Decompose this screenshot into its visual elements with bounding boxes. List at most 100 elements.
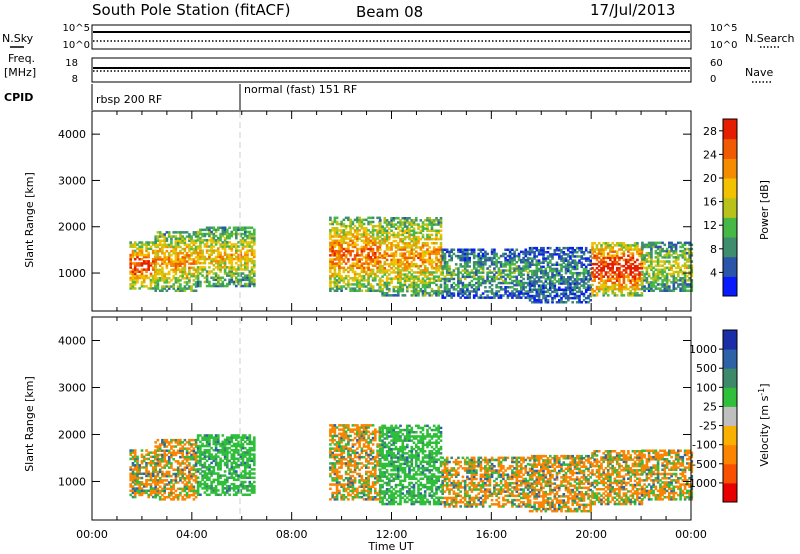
echo-cell — [580, 261, 583, 264]
echo-cell — [129, 278, 132, 282]
echo-cell — [654, 274, 658, 278]
echo-cell — [192, 247, 196, 251]
echo-cell — [140, 285, 144, 288]
echo-cell — [677, 262, 680, 265]
echo-cell — [533, 299, 536, 302]
echo-cell — [142, 489, 146, 492]
echo-cell — [423, 258, 427, 262]
echo-cell — [399, 237, 402, 241]
echo-cell — [190, 443, 193, 446]
echo-cell — [549, 261, 552, 264]
echo-cell — [161, 441, 164, 444]
echo-cell — [520, 275, 523, 279]
echo-cell — [481, 269, 485, 272]
echo-cell — [593, 289, 596, 293]
echo-cell — [562, 265, 566, 269]
echo-cell — [367, 243, 370, 247]
echo-cell — [470, 283, 474, 287]
echo-cell — [466, 256, 469, 260]
echo-cell — [546, 274, 550, 277]
echo-cell — [540, 253, 543, 256]
echo-cell — [435, 256, 438, 260]
echo-cell — [526, 273, 530, 276]
echo-cell — [504, 292, 507, 295]
echo-cell — [172, 247, 175, 251]
echo-cell — [203, 472, 207, 475]
echo-cell — [158, 485, 162, 488]
echo-cell — [421, 279, 425, 282]
echo-cell — [522, 261, 525, 264]
echo-cell — [161, 449, 164, 452]
echo-cell — [531, 259, 534, 262]
echo-cell — [636, 252, 639, 255]
echo-cell — [239, 234, 243, 238]
echo-cell — [589, 278, 592, 281]
echo-cell — [562, 257, 566, 260]
echo-cell — [183, 287, 187, 290]
echo-cell — [131, 481, 135, 484]
echo-cell — [406, 273, 409, 276]
echo-cell — [190, 239, 193, 242]
echo-cell — [435, 252, 438, 255]
echo-cell — [390, 254, 393, 257]
echo-cell — [499, 288, 503, 291]
echo-cell — [388, 235, 391, 239]
echo-cell — [329, 264, 332, 267]
echo-cell — [466, 250, 469, 254]
echo-cell — [531, 294, 534, 298]
echo-cell — [531, 263, 534, 266]
echo-cell — [517, 271, 521, 274]
echo-cell — [421, 244, 425, 247]
echo-cell — [136, 464, 139, 467]
echo-cell — [410, 221, 414, 224]
echo-cell — [544, 267, 548, 271]
echo-cell — [591, 271, 594, 274]
echo-cell — [196, 444, 200, 448]
echo-cell — [338, 254, 341, 257]
echo-cell — [401, 289, 405, 293]
y-tick-label: 1000 — [58, 267, 86, 280]
echo-cell — [435, 275, 438, 278]
echo-cell — [475, 273, 478, 276]
echo-cell — [179, 231, 182, 234]
echo-cell — [201, 232, 204, 236]
echo-cell — [567, 284, 570, 287]
echo-cell — [194, 270, 198, 274]
echo-cell — [174, 281, 178, 284]
echo-cell — [140, 253, 144, 257]
echo-cell — [221, 234, 225, 238]
echo-cell — [183, 458, 187, 461]
echo-cell — [133, 487, 137, 490]
echo-cell — [129, 276, 132, 280]
echo-cell — [230, 245, 234, 248]
echo-cell — [203, 449, 207, 452]
echo-cell — [571, 271, 574, 275]
echo-cell — [223, 259, 227, 263]
echo-cell — [515, 267, 519, 270]
echo-cell — [611, 260, 614, 264]
echo-cell — [540, 288, 543, 291]
echo-cell — [672, 252, 676, 255]
echo-cell — [136, 262, 139, 265]
echo-cell — [426, 225, 429, 228]
echo-cell — [349, 229, 352, 232]
echo-cell — [520, 279, 523, 283]
echo-cell — [219, 476, 222, 479]
echo-cell — [232, 243, 236, 246]
echo-cell — [408, 221, 411, 224]
echo-cell — [399, 260, 402, 264]
echo-cell — [167, 470, 171, 474]
echo-cell — [176, 258, 180, 261]
echo-cell — [188, 272, 191, 276]
echo-cell — [419, 254, 423, 257]
echo-cell — [394, 233, 398, 237]
echo-cell — [674, 247, 678, 251]
echo-cell — [232, 245, 236, 248]
echo-cell — [670, 281, 673, 284]
echo-cell — [551, 255, 554, 258]
echo-cell — [463, 292, 467, 295]
echo-cell — [210, 259, 213, 263]
echo-cell — [203, 461, 207, 465]
echo-cell — [524, 258, 528, 262]
echo-cell — [196, 455, 200, 458]
